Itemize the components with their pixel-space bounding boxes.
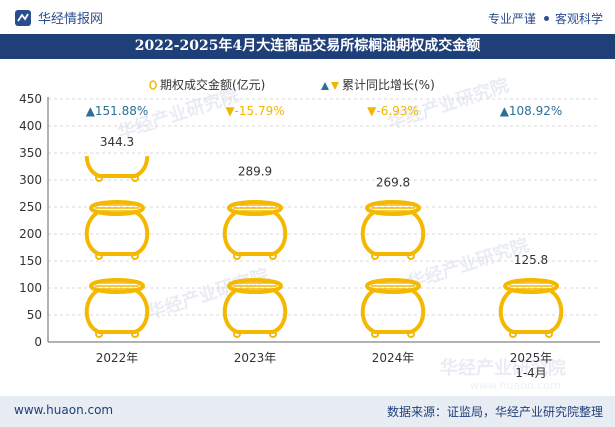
growth-label: ▼-15.79% [225, 104, 284, 118]
y-tick-label: 200 [19, 227, 42, 241]
bars [84, 156, 564, 338]
chart-title: 2022-2025年4月大连商品交易所棕榈油期权成交金额 [134, 38, 481, 54]
watermarks: 华经产业研究院 华经产业研究院 华经产业研究院 华经产业研究院 华经产业研究院 … [115, 74, 566, 392]
bar-value-label: 289.9 [238, 164, 272, 178]
value-labels: 344.3 289.9 269.8 125.8 [100, 135, 548, 267]
y-axis: 0 50 100 150 200 250 300 350 400 450 [19, 92, 49, 349]
brand-name: 华经情报网 [38, 12, 104, 27]
y-tick-label: 150 [19, 254, 42, 268]
title-bar: 2022-2025年4月大连商品交易所棕榈油期权成交金额 [0, 34, 615, 59]
x-tick-label: 2022年 [96, 351, 139, 365]
bar-value-label: 125.8 [514, 253, 548, 267]
pot-icon [360, 278, 426, 338]
pot-icon [84, 156, 150, 182]
legend-item-amount: 期权成交金额(亿元) [149, 77, 265, 92]
y-tick-label: 300 [19, 173, 42, 187]
footer-source: 数据来源：证监局，华经产业研究院整理 [386, 405, 603, 419]
y-tick-label: 50 [27, 308, 42, 322]
legend-item-growth: 累计同比增长(%) [321, 78, 435, 92]
legend-up-icon [321, 82, 329, 90]
bar-value-label: 344.3 [100, 135, 134, 149]
footer-url[interactable]: www.huaon.com [14, 403, 114, 417]
watermark-url: www.huaon.com [470, 379, 561, 392]
x-tick-label: 2024年 [372, 351, 415, 365]
bar-3 [498, 278, 564, 338]
pot-icon [222, 200, 288, 260]
x-tick-label: 2025年 [510, 351, 553, 365]
y-tick-label: 350 [19, 146, 42, 160]
y-tick-label: 0 [34, 335, 42, 349]
bar-2 [360, 200, 426, 338]
footer: www.huaon.com 数据来源：证监局，华经产业研究院整理 [0, 396, 615, 427]
header-links: 专业严谨 客观科学 [488, 10, 603, 27]
legend: 期权成交金额(亿元) 累计同比增长(%) [149, 77, 435, 92]
legend-down-icon [331, 82, 339, 90]
growth-label: ▼-6.93% [367, 104, 419, 118]
pot-icon [84, 278, 150, 338]
brand-logo-icon [15, 9, 31, 26]
bullet-icon [543, 16, 549, 21]
y-tick-label: 400 [19, 119, 42, 133]
x-tick-label: 2023年 [234, 351, 277, 365]
chart: 华经产业研究院 华经产业研究院 华经产业研究院 华经产业研究院 华经产业研究院 … [19, 74, 600, 392]
pot-icon [360, 200, 426, 260]
pot-icon [84, 200, 150, 260]
growth-labels: ▲151.88% ▼-15.79% ▼-6.93% ▲108.92% [86, 104, 563, 118]
y-tick-label: 100 [19, 281, 42, 295]
y-tick-label: 450 [19, 92, 42, 106]
growth-label: ▲108.92% [500, 104, 563, 118]
pot-icon [222, 278, 288, 338]
header-link-1: 专业严谨 [487, 12, 536, 26]
header-link-2: 客观科学 [554, 12, 603, 26]
bar-0 [84, 156, 150, 338]
legend-label-growth: 累计同比增长(%) [342, 78, 435, 92]
top-bar: 华经情报网 专业严谨 客观科学 [0, 0, 615, 35]
legend-label-amount: 期权成交金额(亿元) [160, 77, 265, 92]
brand[interactable]: 华经情报网 [14, 8, 103, 27]
y-tick-label: 250 [19, 200, 42, 214]
legend-pot-icon [149, 80, 157, 90]
bar-1 [222, 200, 288, 338]
growth-label: ▲151.88% [86, 104, 149, 118]
pot-icon [498, 278, 564, 338]
x-tick-label: 1-4月 [515, 366, 547, 380]
bar-value-label: 269.8 [376, 175, 410, 189]
watermark-text: 华经产业研究院 [440, 357, 566, 379]
